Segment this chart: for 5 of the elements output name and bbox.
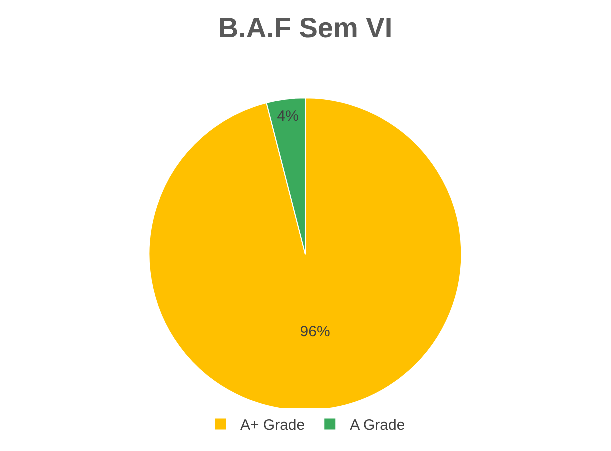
- data-label: 4%: [277, 108, 299, 126]
- chart-title: B.A.F Sem VI: [218, 12, 393, 44]
- legend-label: A+ Grade: [240, 417, 306, 434]
- data-label: 96%: [300, 323, 330, 340]
- legend-label: A Grade: [350, 417, 406, 434]
